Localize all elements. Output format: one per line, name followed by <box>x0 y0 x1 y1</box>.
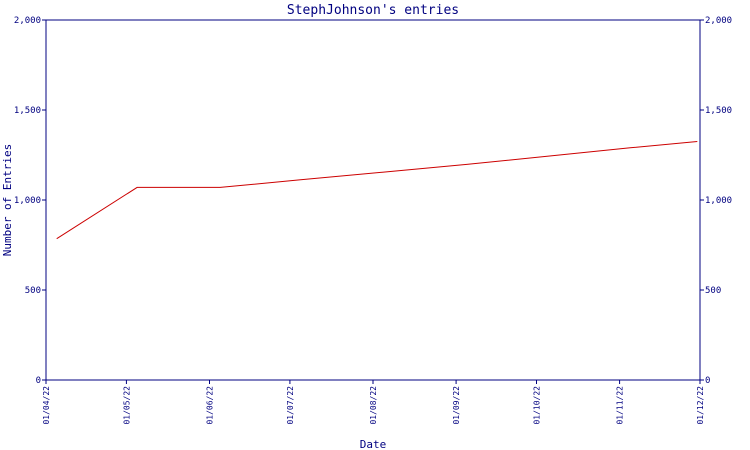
series-line <box>56 141 698 240</box>
y-tick-label-left: 500 <box>25 286 41 296</box>
y-axis-label: Number of Entries <box>1 144 14 257</box>
y-tick-label-left: 1,500 <box>14 106 41 116</box>
x-axis-label: Date <box>360 438 387 450</box>
x-tick-label: 01/11/22 <box>616 386 625 425</box>
x-tick-label: 01/12/22 <box>696 386 705 425</box>
y-tick-label-right: 500 <box>705 286 721 296</box>
y-tick-label-left: 1,000 <box>14 196 41 206</box>
y-tick-label-right: 1,000 <box>705 196 732 206</box>
y-tick-label-left: 0 <box>36 376 41 386</box>
x-axis: 01/04/22 01/05/22 01/06/22 01/07/22 01/08/22… <box>42 380 705 425</box>
x-tick-label: 01/04/22 <box>42 386 51 425</box>
y-axis-left: 0 500 1,000 1,500 2,000 <box>14 16 46 386</box>
x-tick-label: 01/07/22 <box>286 386 295 425</box>
x-tick-label: 01/10/22 <box>533 386 542 425</box>
y-tick-label-right: 2,000 <box>705 16 732 26</box>
y-axis-right: 0 500 1,000 1,500 2,000 <box>700 16 732 386</box>
chart-title: StephJohnson's entries <box>287 3 459 18</box>
y-tick-label-left: 2,000 <box>14 16 41 26</box>
x-tick-label: 01/08/22 <box>369 386 378 425</box>
plot-frame <box>45 19 701 381</box>
x-tick-label: 01/09/22 <box>452 386 461 425</box>
x-tick-label: 01/05/22 <box>122 386 131 425</box>
series-layer <box>56 141 698 240</box>
y-tick-label-right: 1,500 <box>705 106 732 116</box>
y-tick-label-right: 0 <box>705 376 710 386</box>
x-tick-label: 01/06/22 <box>206 386 215 425</box>
